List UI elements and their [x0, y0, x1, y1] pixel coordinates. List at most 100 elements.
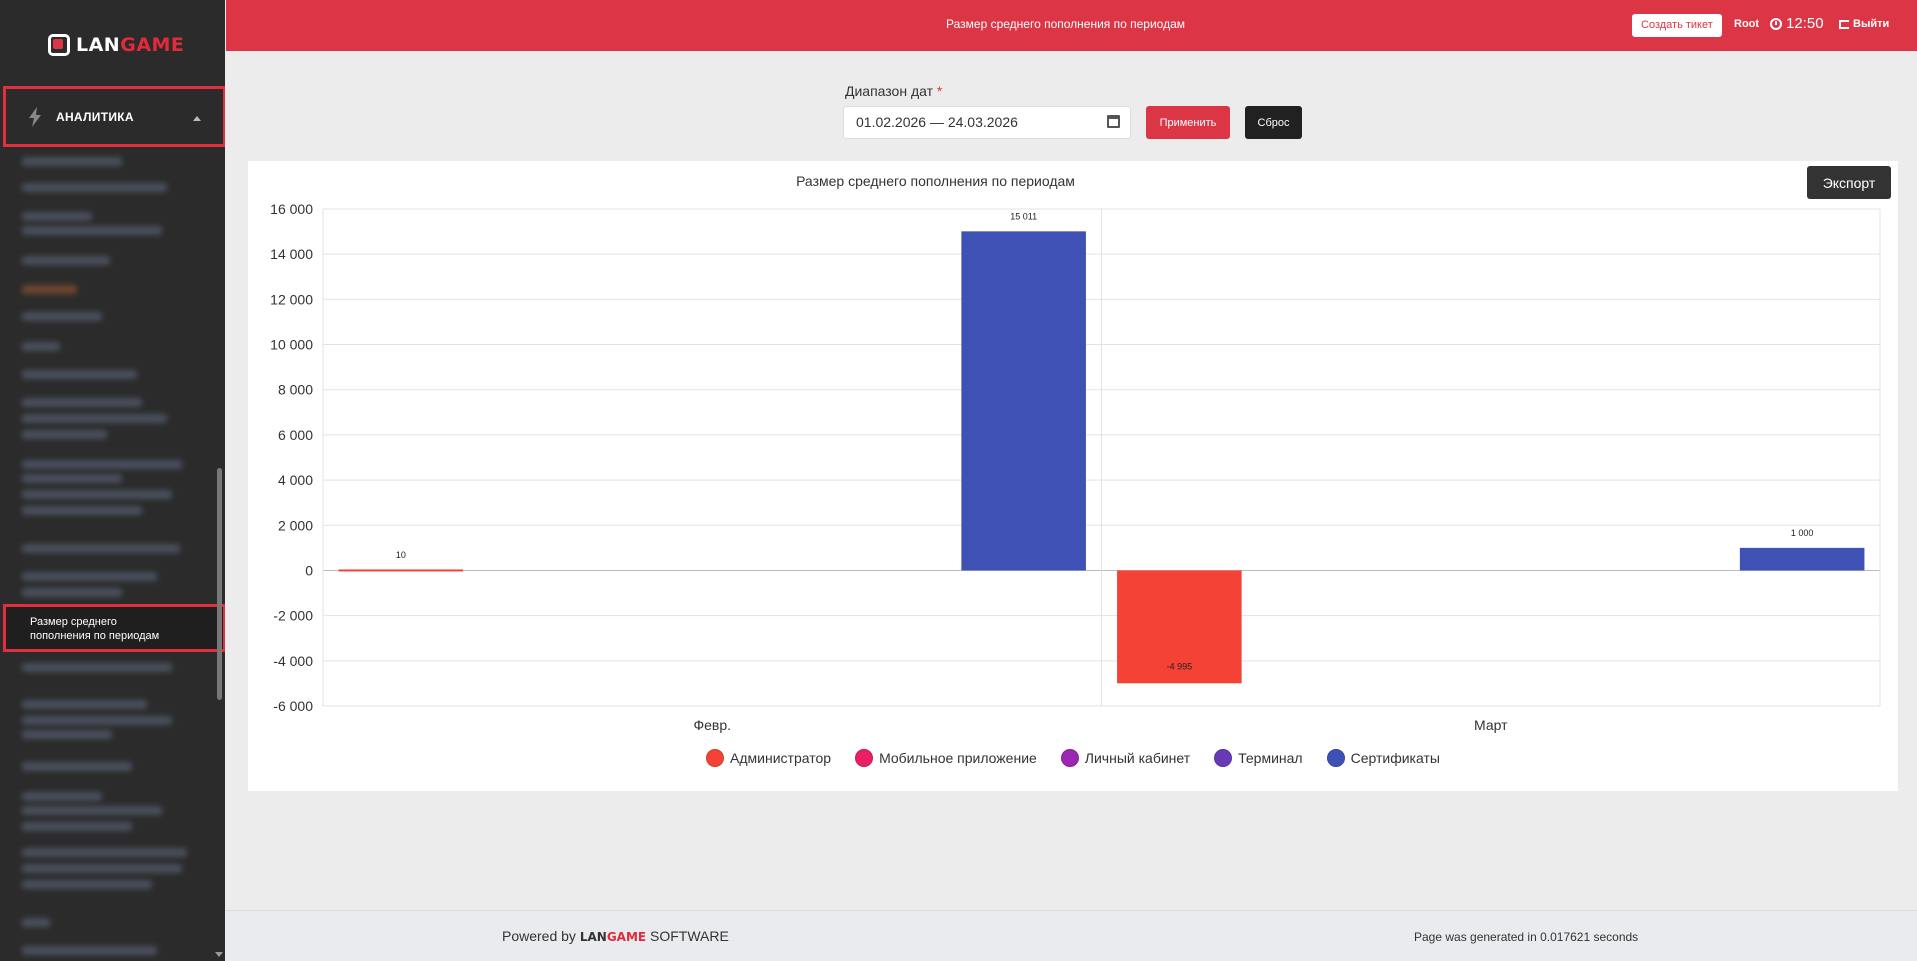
- sidebar-item-blurred[interactable]: [22, 792, 102, 801]
- chart-title: Размер среднего пополнения по периодам: [796, 173, 1075, 189]
- legend-label: Администратор: [730, 750, 832, 766]
- sidebar-item-blurred[interactable]: [22, 716, 172, 725]
- legend-swatch: [1060, 749, 1079, 767]
- scroll-down-icon[interactable]: [215, 952, 223, 957]
- sidebar-item-blurred[interactable]: [22, 414, 167, 423]
- sidebar-item-blurred[interactable]: [22, 762, 132, 771]
- sidebar-item-blurred[interactable]: [22, 460, 182, 469]
- y-tick-label: 8 000: [278, 382, 313, 398]
- sidebar-item-blurred[interactable]: [22, 864, 182, 873]
- apply-button[interactable]: Применить: [1146, 106, 1230, 139]
- chart-legend: Администратор Мобильное приложение Личный …: [248, 749, 1898, 767]
- y-tick-label: 10 000: [270, 337, 313, 353]
- data-label: 1 000: [1791, 528, 1814, 538]
- legend-label: Мобильное приложение: [879, 750, 1037, 766]
- sidebar-section-analytics[interactable]: АНАЛИТИКА: [3, 86, 225, 147]
- sidebar-item-blurred[interactable]: [22, 506, 142, 515]
- legend-swatch: [1214, 749, 1233, 767]
- logo-text: LANGAME: [76, 34, 185, 56]
- y-tick-label: 14 000: [270, 246, 313, 262]
- sidebar-item-blurred[interactable]: [22, 880, 152, 889]
- y-tick-label: 4 000: [278, 472, 313, 488]
- required-mark: *: [936, 83, 943, 99]
- sidebar-item-blurred[interactable]: [22, 918, 50, 927]
- footer: Powered by LANGAME SOFTWARE Page was gen…: [226, 910, 1917, 961]
- y-tick-label: 0: [305, 562, 313, 578]
- x-tick-label: Февр.: [693, 717, 731, 733]
- langame-logo[interactable]: LANGAME: [48, 32, 184, 58]
- sidebar-section-label: АНАЛИТИКА: [56, 109, 134, 124]
- sidebar-item-blurred[interactable]: [22, 946, 157, 955]
- sidebar-item-blurred[interactable]: [22, 430, 107, 439]
- sidebar-item-blurred[interactable]: [22, 572, 157, 581]
- legend-item[interactable]: Личный кабинет: [1060, 749, 1191, 767]
- sidebar-item-blurred[interactable]: [22, 226, 162, 235]
- powered-by: Powered by LANGAME SOFTWARE: [502, 928, 729, 944]
- logo-icon: [48, 34, 70, 56]
- bolt-icon: [29, 106, 41, 127]
- sidebar-item-blurred[interactable]: [22, 157, 122, 166]
- page-title: Размер среднего пополнения по периодам: [946, 17, 1186, 31]
- sidebar-item-blurred[interactable]: [22, 398, 142, 407]
- sidebar-item-blurred[interactable]: [22, 285, 77, 294]
- date-range-input[interactable]: 01.02.2026 — 24.03.2026: [843, 106, 1131, 139]
- clock-icon: [1770, 17, 1782, 30]
- sidebar-item-blurred[interactable]: [22, 212, 92, 221]
- sidebar-item-blurred[interactable]: [22, 342, 60, 351]
- reset-button[interactable]: Сброс: [1245, 106, 1302, 139]
- sidebar-item-blurred[interactable]: [22, 370, 137, 379]
- y-tick-label: 6 000: [278, 427, 313, 443]
- bar: [1117, 570, 1242, 684]
- y-tick-label: -4 000: [273, 653, 313, 669]
- sidebar-item-blurred[interactable]: [22, 256, 110, 265]
- top-header: Размер среднего пополнения по периодам С…: [226, 0, 1917, 51]
- chart-card: Размер среднего пополнения по периодам Э…: [248, 161, 1898, 791]
- legend-label: Личный кабинет: [1084, 750, 1191, 766]
- x-tick-label: Март: [1474, 717, 1508, 733]
- logout-icon: [1839, 19, 1849, 29]
- sidebar-item-blurred[interactable]: [22, 490, 172, 499]
- legend-item[interactable]: Сертификаты: [1326, 749, 1440, 767]
- sidebar-item-blurred[interactable]: [22, 183, 167, 192]
- sidebar-item-blurred[interactable]: [22, 474, 122, 483]
- create-ticket-button[interactable]: Создать тикет: [1632, 14, 1722, 37]
- sidebar-item-blurred[interactable]: [22, 663, 172, 672]
- sidebar-item-blurred[interactable]: [22, 312, 102, 321]
- legend-swatch: [855, 749, 874, 767]
- legend-swatch: [1326, 749, 1345, 767]
- y-tick-label: -2 000: [273, 608, 313, 624]
- clock: 12:50: [1770, 15, 1824, 32]
- data-label: 10: [396, 550, 406, 560]
- sidebar-item-label: Размер среднего пополнения по периодам: [30, 616, 160, 642]
- bar: [338, 569, 464, 572]
- export-button[interactable]: Экспорт: [1807, 166, 1891, 199]
- chart-plot: 16 000 14 000 12 000 10 000 8 000 6 000 4 000 2…: [270, 201, 1881, 733]
- sidebar-item-blurred[interactable]: [22, 588, 122, 597]
- clock-time: 12:50: [1786, 15, 1824, 32]
- y-tick-label: 2 000: [278, 517, 313, 533]
- logout-label: Выйти: [1853, 18, 1890, 30]
- y-tick-label: 16 000: [270, 201, 313, 217]
- y-tick-label: -6 000: [273, 698, 313, 714]
- legend-item[interactable]: Администратор: [706, 749, 831, 767]
- sidebar-scrollbar[interactable]: [217, 468, 222, 700]
- generation-time: Page was generated in 0.017621 seconds: [1414, 930, 1639, 944]
- legend-label: Сертификаты: [1350, 750, 1440, 766]
- bar: [961, 231, 1086, 571]
- legend-item[interactable]: Мобильное приложение: [855, 749, 1037, 767]
- legend-swatch: [706, 749, 725, 767]
- caret-up-icon: [193, 116, 201, 121]
- bar: [1739, 547, 1865, 571]
- sidebar-item-blurred[interactable]: [22, 730, 112, 739]
- sidebar-item-average-topup[interactable]: Размер среднего пополнения по периодам: [3, 604, 225, 652]
- user-name[interactable]: Root: [1734, 18, 1760, 30]
- sidebar-item-blurred[interactable]: [22, 700, 147, 709]
- sidebar-item-blurred[interactable]: [22, 806, 162, 815]
- logout-button[interactable]: Выйти: [1839, 18, 1889, 30]
- legend-item[interactable]: Терминал: [1214, 749, 1303, 767]
- sidebar-item-blurred[interactable]: [22, 848, 187, 857]
- sidebar-item-blurred[interactable]: [22, 822, 132, 831]
- sidebar-item-blurred[interactable]: [22, 544, 180, 553]
- legend-label: Терминал: [1238, 750, 1303, 766]
- calendar-icon[interactable]: [1107, 115, 1120, 128]
